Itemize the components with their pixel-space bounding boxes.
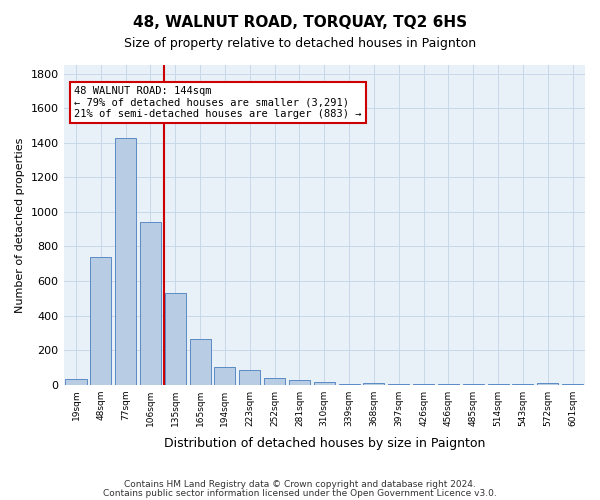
X-axis label: Distribution of detached houses by size in Paignton: Distribution of detached houses by size …	[164, 437, 485, 450]
Bar	[289, 380, 310, 384]
Y-axis label: Number of detached properties: Number of detached properties	[15, 137, 25, 312]
Text: Size of property relative to detached houses in Paignton: Size of property relative to detached ho…	[124, 38, 476, 51]
Bar	[190, 339, 211, 384]
Bar	[364, 382, 385, 384]
Bar	[214, 368, 235, 384]
Bar	[140, 222, 161, 384]
Text: 48 WALNUT ROAD: 144sqm
← 79% of detached houses are smaller (3,291)
21% of semi-: 48 WALNUT ROAD: 144sqm ← 79% of detached…	[74, 86, 361, 119]
Bar	[239, 370, 260, 384]
Text: 48, WALNUT ROAD, TORQUAY, TQ2 6HS: 48, WALNUT ROAD, TORQUAY, TQ2 6HS	[133, 15, 467, 30]
Text: Contains HM Land Registry data © Crown copyright and database right 2024.: Contains HM Land Registry data © Crown c…	[124, 480, 476, 489]
Bar	[115, 138, 136, 384]
Bar	[90, 257, 112, 384]
Text: Contains public sector information licensed under the Open Government Licence v3: Contains public sector information licen…	[103, 488, 497, 498]
Bar	[165, 293, 186, 384]
Bar	[314, 382, 335, 384]
Bar	[264, 378, 285, 384]
Bar	[65, 378, 86, 384]
Bar	[537, 382, 559, 384]
